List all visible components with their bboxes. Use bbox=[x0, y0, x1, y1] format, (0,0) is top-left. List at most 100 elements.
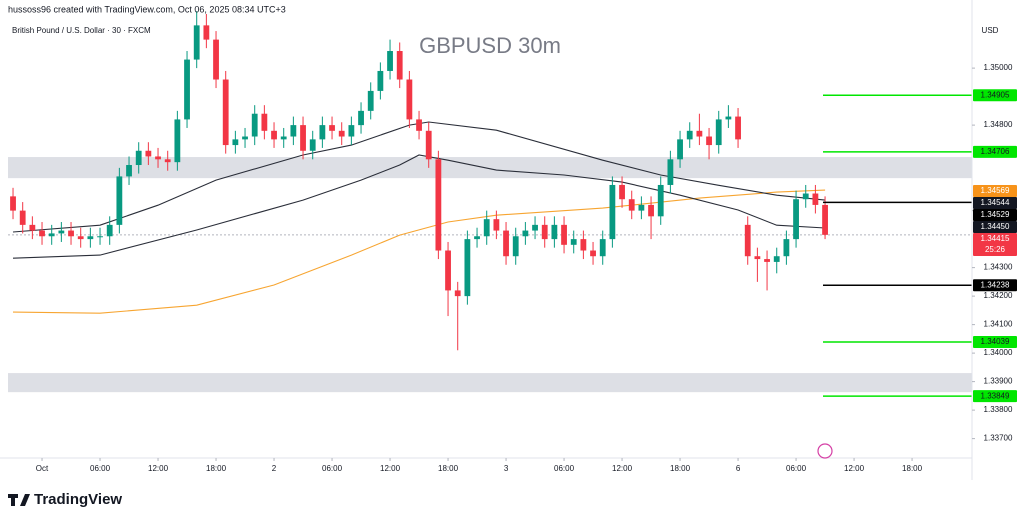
candle-body bbox=[551, 224, 558, 240]
zone bbox=[8, 373, 972, 393]
y-tick-label: 1.35000 bbox=[984, 63, 1013, 72]
price-tag bbox=[973, 89, 1017, 102]
candle-body bbox=[667, 159, 674, 185]
candle-body bbox=[541, 224, 548, 240]
candle-body bbox=[744, 224, 751, 257]
price-tag-label: 1.34529 bbox=[981, 210, 1010, 219]
candle-body bbox=[677, 139, 683, 160]
candle-body bbox=[271, 130, 277, 140]
currency: USD bbox=[982, 26, 999, 35]
price-tag bbox=[973, 220, 1017, 233]
price-tag bbox=[973, 145, 1017, 158]
candle-body bbox=[822, 204, 828, 235]
x-tick-label: 12:00 bbox=[844, 464, 865, 473]
candle-body bbox=[222, 79, 229, 146]
price-tag-label: 1.34450 bbox=[981, 222, 1010, 231]
candle-body bbox=[406, 79, 413, 120]
candle-body bbox=[39, 230, 45, 237]
price-tag bbox=[973, 196, 1017, 209]
candle-body bbox=[638, 204, 645, 211]
candle-body bbox=[10, 196, 16, 211]
candle-body bbox=[474, 236, 480, 240]
candle-body bbox=[580, 239, 587, 251]
candle-body bbox=[213, 39, 219, 80]
candle-body bbox=[309, 139, 316, 151]
candle-body bbox=[338, 130, 345, 137]
candle-body bbox=[358, 110, 364, 126]
candle-body bbox=[280, 136, 287, 140]
candle-body bbox=[503, 230, 509, 257]
x-tick-label: 18:00 bbox=[670, 464, 691, 473]
x-tick-label: 18:00 bbox=[206, 464, 227, 473]
candle-body bbox=[590, 250, 596, 257]
candle-body bbox=[116, 176, 123, 225]
x-tick-label: 2 bbox=[272, 464, 277, 473]
candle-body bbox=[145, 150, 152, 157]
candle-body bbox=[29, 224, 36, 231]
price-tag bbox=[973, 184, 1017, 197]
chart-title: GBPUSD 30m bbox=[419, 33, 561, 58]
candle-body bbox=[261, 113, 268, 131]
candle-body bbox=[512, 236, 519, 257]
subtitle: British Pound / U.S. Dollar · 30 · FXCM bbox=[12, 26, 151, 35]
x-tick-label: 06:00 bbox=[322, 464, 343, 473]
candle-body bbox=[68, 230, 74, 237]
x-tick-label: 06:00 bbox=[90, 464, 111, 473]
x-tick-label: 12:00 bbox=[612, 464, 633, 473]
candle-body bbox=[445, 250, 451, 291]
candle-body bbox=[58, 230, 65, 234]
price-tag-label: 1.34039 bbox=[981, 337, 1010, 346]
zone bbox=[8, 157, 972, 179]
price-tag-label: 1.34415 bbox=[981, 234, 1010, 243]
candle-body bbox=[367, 90, 374, 111]
candle-body bbox=[425, 130, 432, 160]
y-tick-label: 1.33700 bbox=[984, 434, 1013, 443]
candle-body bbox=[106, 224, 113, 237]
price-tag bbox=[973, 336, 1017, 349]
x-tick-label: 06:00 bbox=[554, 464, 575, 473]
y-tick-label: 1.34800 bbox=[984, 120, 1013, 129]
price-tag-label: 1.34238 bbox=[981, 280, 1010, 289]
candle-body bbox=[251, 113, 258, 137]
candle-body bbox=[764, 259, 770, 262]
price-tag bbox=[973, 232, 1017, 256]
candle-body bbox=[416, 119, 422, 131]
y-tick-label: 1.34100 bbox=[984, 320, 1013, 329]
candle-body bbox=[203, 25, 210, 40]
candle-body bbox=[97, 236, 103, 238]
candle-body bbox=[87, 236, 94, 240]
candle-body bbox=[48, 233, 55, 237]
x-tick-label: 18:00 bbox=[902, 464, 923, 473]
candle-body bbox=[464, 239, 471, 297]
candle-body bbox=[725, 116, 732, 120]
candle-body bbox=[300, 125, 306, 151]
candle-body bbox=[783, 239, 790, 257]
price-tag-label: 1.34905 bbox=[981, 90, 1010, 99]
candle-body bbox=[232, 139, 239, 146]
candle-body bbox=[773, 256, 780, 262]
candle-body bbox=[802, 193, 809, 200]
brand-name: TradingView bbox=[34, 491, 122, 508]
brand-logo bbox=[8, 494, 30, 506]
alert-icon[interactable] bbox=[817, 443, 833, 459]
candle-body bbox=[377, 70, 384, 91]
candle-body bbox=[193, 25, 200, 60]
price-tag-label: 1.34706 bbox=[981, 147, 1010, 156]
candle-body bbox=[570, 239, 577, 245]
candle-body bbox=[561, 224, 567, 245]
candle-body bbox=[290, 125, 297, 137]
price-tag bbox=[973, 279, 1017, 292]
candle-body bbox=[155, 156, 161, 160]
x-tick-label: 12:00 bbox=[380, 464, 401, 473]
candle-body bbox=[599, 239, 606, 257]
price-tag bbox=[973, 208, 1017, 221]
candle-body bbox=[164, 159, 171, 163]
candle-body bbox=[706, 136, 712, 146]
x-tick-label: Oct bbox=[36, 464, 49, 473]
candle-body bbox=[396, 51, 403, 80]
candle-body bbox=[628, 199, 635, 211]
countdown: 25:26 bbox=[985, 245, 1006, 254]
plot-area bbox=[8, 11, 972, 397]
